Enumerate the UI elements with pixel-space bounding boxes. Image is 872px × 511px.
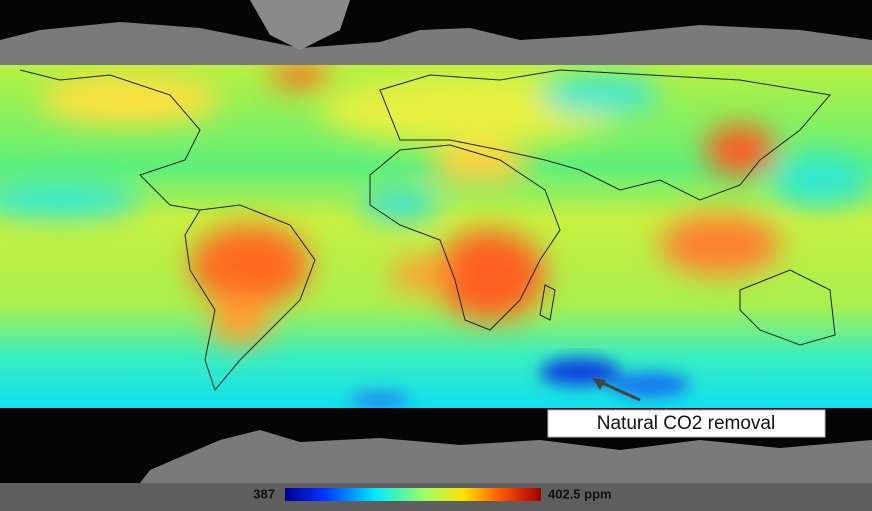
annotation-box — [547, 409, 826, 438]
coastlines — [19, 69, 836, 392]
colorbar — [285, 488, 541, 501]
greenland — [250, 0, 350, 50]
annotation-arrow — [599, 380, 641, 402]
arctic-land — [0, 22, 872, 65]
annotation-arrowhead — [592, 378, 606, 390]
co2-field — [0, 65, 872, 408]
colorbar-max-label: 402.5 ppm — [548, 486, 612, 501]
colorbar-min-label: 387 — [253, 486, 275, 501]
antarctica — [140, 430, 872, 483]
annotation-text: Natural CO2 removal — [597, 413, 775, 434]
